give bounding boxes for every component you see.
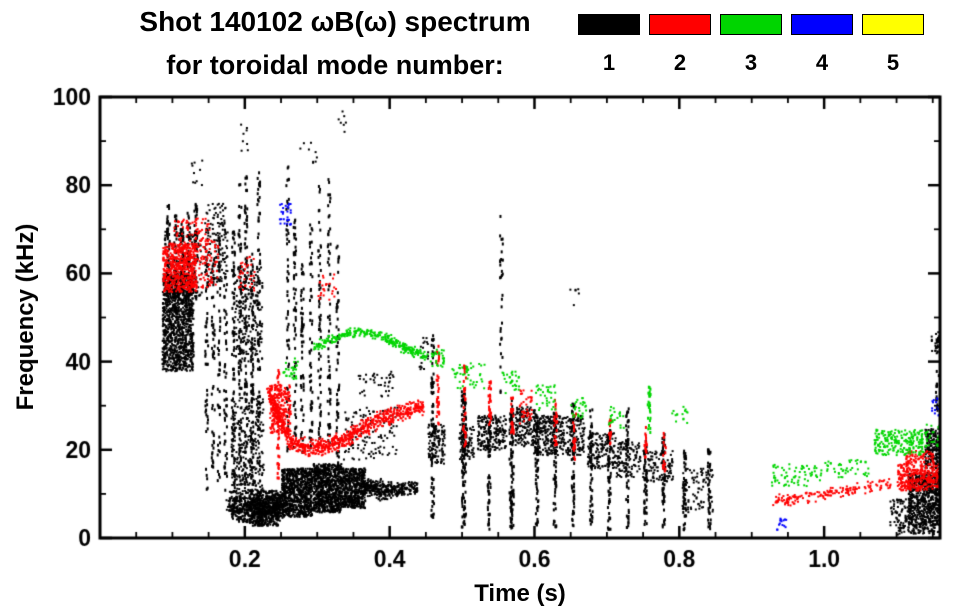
legend-label-mode-5: 5 [886, 50, 900, 75]
legend-label-mode-3: 3 [744, 50, 758, 75]
legend-entry-mode-4: 4 [791, 14, 853, 76]
legend-swatch-mode-2 [649, 14, 711, 35]
x-axis-title: Time (s) [474, 580, 566, 607]
legend-label-mode-2: 2 [673, 50, 687, 75]
legend-entry-mode-2: 2 [649, 14, 711, 76]
legend-entry-mode-1: 1 [578, 14, 640, 76]
legend-entry-mode-5: 5 [862, 14, 924, 76]
y-axis-title: Frequency (kHz) [12, 223, 39, 411]
legend-label-mode-4: 4 [815, 50, 829, 75]
legend-swatch-mode-3 [720, 14, 782, 35]
legend-swatch-mode-1 [578, 14, 640, 35]
plot-title-line1: Shot 140102 ωB(ω) spectrum [139, 6, 531, 37]
legend-swatch-mode-5 [862, 14, 924, 35]
legend-label-mode-1: 1 [602, 50, 616, 75]
legend-entry-mode-3: 3 [720, 14, 782, 76]
legend-swatch-mode-4 [791, 14, 853, 35]
legend: 1 2 3 4 5 [578, 14, 924, 76]
plot-title-line2: for toroidal mode number: [166, 50, 504, 80]
